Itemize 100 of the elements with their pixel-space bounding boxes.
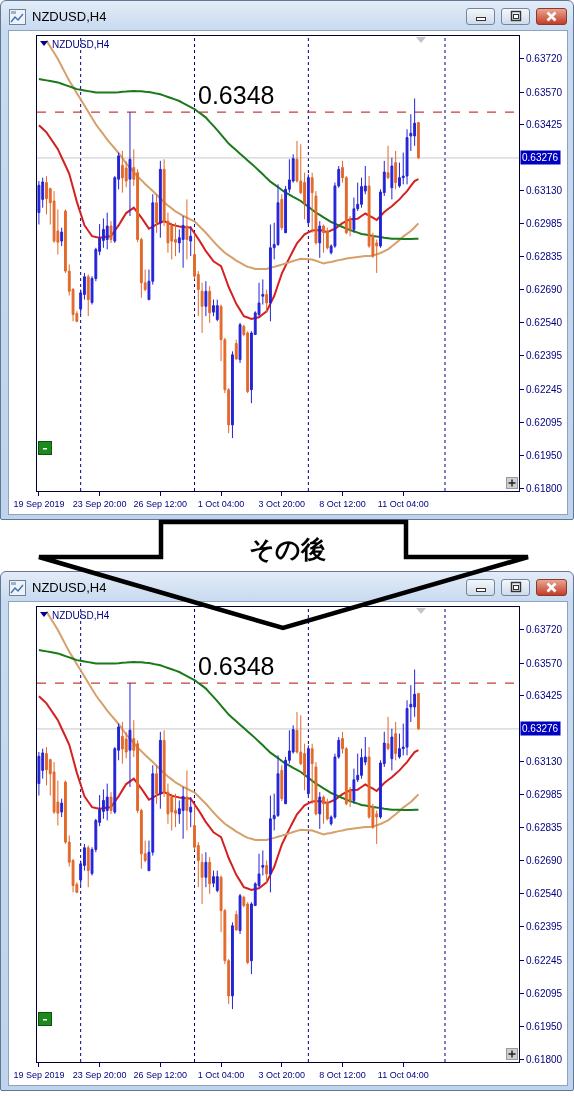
x-tick-label: 3 Oct 20:00 [258, 498, 306, 509]
line-series [37, 695, 420, 891]
y-tick-label: 0.63570 [526, 657, 563, 669]
candlestick [120, 721, 124, 765]
candlestick [208, 285, 212, 324]
y-tick-label: 0.63570 [526, 86, 563, 98]
candlestick [280, 764, 284, 802]
y-tick-label: 0.62540 [526, 317, 563, 329]
x-tick-label: 23 Sep 20:00 [72, 498, 127, 509]
candlestick [265, 289, 269, 314]
candlestick [390, 728, 394, 771]
y-tick-label: 0.61950 [526, 1020, 563, 1032]
candlestick [318, 791, 322, 830]
x-tick-label: 11 Oct 04:00 [377, 498, 429, 509]
x-tick-label: 11 Oct 04:00 [377, 1069, 429, 1080]
y-tick-label: 0.62395 [526, 349, 563, 361]
candlestick [215, 299, 219, 322]
chart-subtitle: NZDUSD,H4 [52, 610, 110, 621]
x-tick-label: 8 Oct 12:00 [319, 498, 366, 509]
candlestick [155, 764, 158, 805]
candlestick [322, 795, 325, 825]
candlestick [212, 870, 215, 888]
candlestick [105, 212, 109, 250]
chart-title: NZDUSD,H4 [32, 9, 107, 25]
candlestick [325, 798, 329, 821]
y-tick-label: 0.61800 [526, 1054, 563, 1066]
candlestick [231, 921, 234, 1010]
candlestick [158, 731, 162, 810]
y-tick-label: 0.62395 [526, 920, 563, 932]
x-tick-label: 19 Sep 2019 [13, 498, 65, 509]
candlestick [60, 798, 64, 818]
candlestick [413, 98, 417, 147]
candlestick [265, 860, 269, 885]
candlestick [208, 856, 212, 895]
candlestick [86, 844, 90, 888]
y-tick-label: 0.62835 [526, 251, 563, 263]
y-tick-label: 0.62095 [526, 988, 563, 1000]
candlestick [174, 793, 177, 828]
candlestick [322, 224, 325, 254]
candlestick [231, 350, 234, 439]
candlestick [394, 721, 398, 761]
ref-line-label: 0.63276 [522, 152, 559, 163]
candlestick [86, 273, 90, 317]
candlestick [128, 111, 132, 217]
candlestick [318, 220, 322, 259]
x-tick-label: 26 Sep 12:00 [133, 1069, 188, 1080]
line-series [37, 78, 420, 241]
candlestick [189, 796, 193, 828]
candlestick [189, 225, 193, 257]
candlestick [60, 227, 64, 247]
candlestick [128, 682, 132, 788]
candlestick [155, 193, 158, 234]
x-tick-label: 3 Oct 20:00 [258, 1069, 306, 1080]
y-tick-label: 0.62690 [526, 283, 563, 295]
candlestick [325, 227, 329, 250]
candlestick [185, 198, 189, 260]
x-tick-label: 19 Sep 2019 [13, 1069, 65, 1080]
chart-title: NZDUSD,H4 [32, 580, 107, 596]
y-tick-label: 0.63425 [526, 690, 563, 702]
candlestick [238, 893, 242, 935]
y-tick-label: 0.63720 [526, 623, 563, 635]
y-tick-label: 0.61800 [526, 483, 563, 495]
candlestick [120, 150, 124, 194]
candlestick [238, 322, 242, 364]
y-tick-label: 0.62095 [526, 417, 563, 429]
ref-line-label: 0.63276 [522, 723, 559, 734]
candlestick [280, 193, 284, 231]
y-tick-label: 0.63425 [526, 119, 563, 131]
x-tick-label: 1 Oct 04:00 [197, 498, 245, 509]
candlestick [105, 783, 109, 821]
candlestick [268, 224, 272, 322]
ref-line-label: 0.6348 [198, 81, 275, 109]
candlestick [181, 786, 185, 840]
candlestick [413, 669, 417, 718]
y-tick-label: 0.62540 [526, 888, 563, 900]
y-tick-label: 0.61950 [526, 449, 563, 461]
candlestick [234, 910, 238, 932]
x-tick-label: 23 Sep 20:00 [72, 1069, 127, 1080]
y-tick-label: 0.62245 [526, 954, 563, 966]
x-tick-label: 1 Oct 04:00 [197, 1069, 245, 1080]
y-tick-label: 0.62690 [526, 854, 563, 866]
y-tick-label: 0.62985 [526, 217, 563, 229]
y-tick-label: 0.63130 [526, 756, 563, 768]
line-series [37, 124, 420, 320]
ref-line-label: 0.6348 [198, 652, 275, 680]
y-tick-label: 0.63130 [526, 185, 563, 197]
candlestick [417, 692, 420, 731]
y-tick-label: 0.62985 [526, 788, 563, 800]
candlestick [234, 339, 238, 361]
candlestick [268, 795, 272, 893]
candlestick [204, 280, 208, 317]
candlestick [109, 791, 113, 815]
x-tick-label: 26 Sep 12:00 [133, 498, 188, 509]
candlestick [390, 157, 394, 200]
line-series [37, 649, 420, 812]
candlestick [394, 150, 398, 190]
candlestick [174, 222, 177, 257]
candlestick [204, 851, 208, 888]
y-tick-label: 0.62245 [526, 383, 563, 395]
candlestick [158, 160, 162, 239]
